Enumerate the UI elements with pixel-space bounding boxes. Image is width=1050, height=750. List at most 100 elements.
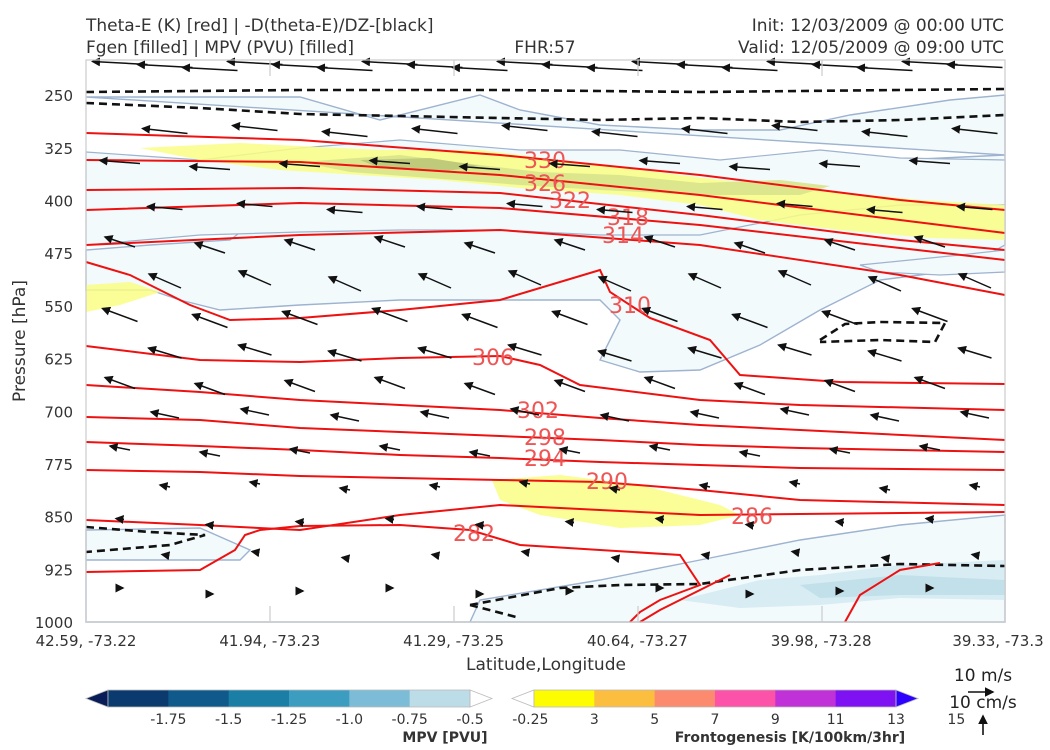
cb-mpv-left-triangle — [84, 689, 109, 708]
wind-vector-137 — [744, 520, 755, 530]
y-tick-700: 700 — [44, 403, 73, 421]
wind-vector-34 — [458, 162, 501, 172]
wind-vector-111 — [198, 449, 221, 458]
wind-vector-84 — [507, 342, 542, 356]
wind-vector-53 — [373, 235, 406, 248]
wind-vector-107 — [779, 406, 810, 416]
wind-vector-19 — [946, 60, 1003, 70]
cb-mpv-tick-1: -1.5 — [215, 712, 242, 728]
wind-vector-56 — [643, 235, 676, 248]
wind-vector-61 — [237, 269, 272, 286]
wind-vector-22 — [321, 127, 368, 138]
theta-e-contour-306 — [85, 345, 1006, 411]
wind-vector-92 — [283, 378, 316, 393]
wind-vector-27 — [771, 121, 818, 132]
wind-vector-21 — [231, 121, 278, 132]
wind-vector-96 — [643, 375, 676, 390]
fgen-fill-left — [86, 282, 160, 312]
wind-vector-63 — [417, 272, 452, 289]
wind-vector-33 — [368, 156, 411, 166]
cb-fgen-tick-5: 13 — [887, 712, 905, 728]
wind-vector-117 — [738, 449, 761, 458]
theta-e-label-286: 286 — [731, 505, 773, 530]
wind-vector-42 — [326, 205, 363, 215]
wind-vector-113 — [378, 443, 401, 452]
wind-vector-104 — [509, 406, 540, 416]
title-right-1: Init: 12/03/2009 @ 00:00 UTC — [752, 16, 1004, 36]
cb-fgen-tick-0: 3 — [590, 712, 599, 728]
wind-vector-62 — [327, 275, 362, 292]
wind-vector-100 — [149, 409, 180, 419]
wind-vector-89 — [957, 345, 992, 359]
wind-vector-128 — [878, 485, 891, 494]
wind-vector-51 — [193, 241, 226, 254]
wind-vector-8 — [451, 63, 508, 73]
wind-vector-144 — [520, 548, 531, 558]
theta-e-contour-298 — [85, 416, 1006, 453]
wind-vector-11 — [586, 63, 643, 73]
title-left-1: Theta-E (K) [red] | -D(theta-E)/DZ-[blac… — [85, 16, 434, 36]
wind-vector-2 — [181, 63, 238, 73]
cb-mpv-frame — [107, 689, 471, 708]
wind-vectors — [91, 57, 1003, 599]
wind-vector-115 — [558, 446, 581, 455]
wind-vector-67 — [777, 269, 812, 286]
wind-vector-135 — [564, 517, 575, 527]
cb-fgen-tick-2: 7 — [711, 712, 720, 728]
wind-vector-146 — [700, 551, 711, 561]
wind-vector-108 — [869, 412, 900, 422]
wind-vector-95 — [553, 378, 586, 393]
dtheta-dz-contours — [85, 87, 1006, 620]
wind-vector-46 — [686, 202, 723, 212]
wind-vector-112 — [288, 446, 311, 455]
y-axis-ticks: 250 325 400 475 550 625 700 775 850 925 1000 — [35, 87, 73, 632]
wind-vector-14 — [721, 63, 778, 73]
wind-vector-141 — [250, 548, 261, 558]
x-tick-5: 39.33, -73.3 — [952, 632, 1043, 650]
wind-vector-124 — [518, 479, 531, 488]
wind-vector-120 — [158, 482, 171, 491]
wind-vector-28 — [861, 127, 908, 138]
y-tick-250: 250 — [44, 87, 73, 105]
theta-e-contour-282 — [85, 523, 702, 623]
cb-fgen-swatch-4 — [715, 690, 776, 707]
wind-vector-52 — [283, 238, 316, 251]
wind-vector-82 — [327, 348, 362, 362]
wind-vector-109 — [959, 409, 990, 419]
x-tick-0: 42.59, -73.22 — [36, 632, 137, 650]
cb-mpv-tick-3: -1.0 — [336, 712, 363, 728]
wind-vector-73 — [371, 306, 408, 323]
colorbar-fgen: 3 5 7 9 11 13 15 — [510, 689, 965, 728]
colorbar-mpv-label: MPV [PVU] — [402, 730, 487, 746]
wind-vector-149 — [970, 551, 981, 561]
cb-mpv-swatch-2 — [168, 690, 230, 707]
theta-e-contour-314 — [85, 228, 1006, 296]
wind-vector-25 — [591, 127, 638, 138]
wind-vector-148 — [880, 554, 891, 564]
wind-vector-99 — [913, 375, 946, 390]
wind-vector-77 — [731, 312, 768, 329]
cb-mpv-swatch-5 — [349, 690, 411, 707]
wind-vector-32 — [278, 159, 321, 169]
cb-fgen-tick-4: 11 — [827, 712, 845, 728]
wind-vector-49 — [956, 202, 993, 212]
wind-vector-122 — [338, 485, 351, 494]
x-axis-ticks: 42.59, -73.22 41.94, -73.23 41.29, -73.25 4… — [36, 632, 1044, 650]
x-tick-1: 41.94, -73.23 — [219, 632, 320, 650]
wind-vector-48 — [866, 205, 903, 215]
wind-vector-116 — [648, 443, 671, 452]
x-tick-4: 39.98, -73.28 — [771, 632, 872, 650]
x-tick-2: 41.29, -73.25 — [403, 632, 504, 650]
wind-vector-134 — [474, 520, 485, 530]
wind-vector-72 — [281, 309, 318, 326]
wind-vector-133 — [384, 514, 395, 524]
wind-vector-39 — [908, 156, 951, 166]
wind-vector-143 — [430, 551, 441, 561]
dz-contour-1 — [85, 87, 1006, 94]
wind-vector-126 — [698, 482, 711, 491]
cb-mpv-tick-6: -0.25 — [512, 712, 548, 728]
wind-vector-85 — [597, 348, 632, 362]
wind-vector-20 — [141, 124, 188, 135]
wind-vector-147 — [790, 548, 801, 558]
